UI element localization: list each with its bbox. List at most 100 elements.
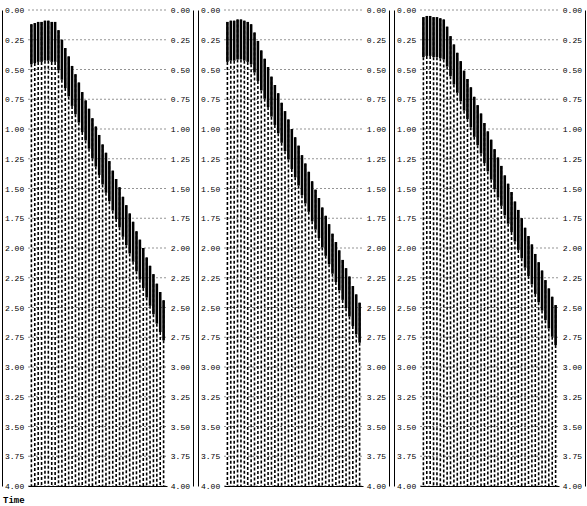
first-arrival bbox=[111, 171, 114, 211]
tick: 3.25 bbox=[563, 393, 585, 402]
trace bbox=[305, 164, 307, 486]
tick-label: 2.00 bbox=[201, 244, 220, 253]
tick-label: 2.50 bbox=[367, 304, 386, 313]
grid bbox=[420, 10, 559, 486]
tick: 0.00 bbox=[563, 6, 585, 15]
first-arrival bbox=[257, 41, 260, 81]
trace bbox=[470, 87, 472, 486]
first-arrival bbox=[37, 22, 40, 62]
panel: 0.000.250.500.751.001.251.501.752.002.25… bbox=[394, 6, 586, 491]
first-arrival bbox=[321, 208, 324, 248]
tick-label: 2.50 bbox=[563, 304, 582, 313]
tick-label: 4.00 bbox=[397, 482, 416, 491]
trace bbox=[518, 210, 520, 486]
tick: 3.75 bbox=[563, 452, 585, 461]
tick-label: 1.00 bbox=[5, 125, 24, 134]
tick: 2.25 bbox=[171, 274, 193, 283]
tick: 1.50 bbox=[367, 185, 389, 194]
tick-label: 2.75 bbox=[201, 333, 220, 342]
tick: 2.00 bbox=[171, 244, 193, 253]
trace bbox=[71, 66, 73, 486]
tick-label: 1.00 bbox=[171, 125, 190, 134]
tick-label: 2.75 bbox=[171, 333, 190, 342]
grid-line bbox=[28, 10, 167, 11]
first-arrival bbox=[267, 67, 270, 107]
tick: 1.25 bbox=[171, 155, 193, 164]
first-arrival bbox=[500, 166, 503, 206]
trace bbox=[551, 297, 553, 486]
tick-label: 2.00 bbox=[367, 244, 386, 253]
tick: 0.75 bbox=[394, 95, 416, 104]
tick: 0.00 bbox=[367, 6, 389, 15]
first-arrival bbox=[490, 140, 493, 180]
trace bbox=[102, 144, 104, 486]
tick-label: 3.00 bbox=[397, 363, 416, 372]
tick-label: 4.00 bbox=[171, 482, 190, 491]
trace bbox=[545, 280, 547, 486]
tick-label: 1.25 bbox=[367, 155, 386, 164]
first-arrival bbox=[229, 21, 232, 61]
first-arrival bbox=[263, 59, 266, 99]
trace bbox=[247, 22, 249, 486]
tick: 3.50 bbox=[198, 423, 220, 432]
first-arrival bbox=[132, 222, 135, 262]
first-arrival bbox=[152, 274, 155, 314]
first-arrival bbox=[294, 137, 297, 177]
tick-label: 1.50 bbox=[171, 185, 190, 194]
trace bbox=[456, 53, 458, 486]
trace bbox=[484, 123, 486, 486]
trace bbox=[315, 190, 317, 486]
first-arrival bbox=[270, 77, 273, 117]
tick-label: 2.75 bbox=[397, 333, 416, 342]
first-arrival bbox=[480, 114, 483, 154]
trace bbox=[494, 149, 496, 486]
tick-label: 0.50 bbox=[201, 66, 220, 75]
first-arrival bbox=[284, 111, 287, 151]
first-arrival bbox=[483, 123, 486, 163]
tick: 3.25 bbox=[394, 393, 416, 402]
first-arrival bbox=[314, 190, 317, 230]
trace bbox=[115, 179, 117, 486]
tick-label: 3.00 bbox=[367, 363, 386, 372]
trace bbox=[132, 222, 134, 486]
first-arrival bbox=[122, 197, 125, 237]
tick-label: 2.25 bbox=[171, 274, 190, 283]
tick: 4.00 bbox=[367, 482, 389, 491]
trace bbox=[78, 83, 80, 486]
trace bbox=[254, 33, 256, 486]
trace bbox=[318, 198, 320, 486]
first-arrival bbox=[453, 45, 456, 85]
first-arrival bbox=[61, 40, 64, 80]
tick: 3.50 bbox=[394, 423, 416, 432]
trace bbox=[335, 242, 337, 486]
trace bbox=[237, 20, 239, 486]
tick-label: 2.00 bbox=[563, 244, 582, 253]
tick-label: 1.50 bbox=[397, 185, 416, 194]
tick: 2.25 bbox=[198, 274, 220, 283]
tick-label: 3.25 bbox=[5, 393, 24, 402]
tick: 3.75 bbox=[171, 452, 193, 461]
grid-line bbox=[28, 69, 167, 70]
first-arrival bbox=[139, 240, 142, 280]
tick-label: 3.25 bbox=[563, 393, 582, 402]
tick-label: 1.25 bbox=[5, 155, 24, 164]
tick-label: 1.00 bbox=[397, 125, 416, 134]
tick-label: 2.25 bbox=[563, 274, 582, 283]
first-arrival bbox=[74, 74, 77, 114]
tick-label: 0.50 bbox=[367, 66, 386, 75]
tick-label: 1.75 bbox=[201, 214, 220, 223]
trace bbox=[308, 172, 310, 486]
tick-label: 1.25 bbox=[171, 155, 190, 164]
trace bbox=[429, 16, 431, 486]
tick: 0.75 bbox=[2, 95, 24, 104]
trace bbox=[524, 228, 526, 486]
trace bbox=[64, 48, 66, 486]
trace bbox=[227, 22, 229, 486]
first-arrival bbox=[527, 236, 530, 276]
trace bbox=[68, 56, 70, 486]
tick-label: 2.25 bbox=[201, 274, 220, 283]
tick: 0.75 bbox=[367, 95, 389, 104]
tick-label: 4.00 bbox=[201, 482, 220, 491]
tick-label: 1.25 bbox=[201, 155, 220, 164]
panel-edge bbox=[198, 11, 199, 487]
